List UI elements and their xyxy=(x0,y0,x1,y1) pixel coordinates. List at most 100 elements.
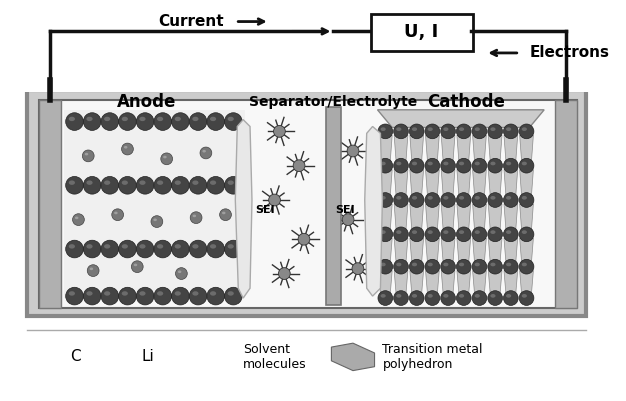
Ellipse shape xyxy=(503,291,518,306)
Ellipse shape xyxy=(85,153,88,156)
Ellipse shape xyxy=(521,294,527,298)
Ellipse shape xyxy=(412,128,417,131)
Ellipse shape xyxy=(456,192,471,207)
Ellipse shape xyxy=(456,158,471,173)
Ellipse shape xyxy=(228,117,233,121)
Ellipse shape xyxy=(428,196,433,200)
Ellipse shape xyxy=(121,143,133,155)
Ellipse shape xyxy=(490,294,496,298)
Polygon shape xyxy=(441,238,455,263)
Ellipse shape xyxy=(123,353,128,356)
Polygon shape xyxy=(504,135,518,162)
Ellipse shape xyxy=(475,230,480,234)
Ellipse shape xyxy=(69,291,75,296)
Text: Electrons: Electrons xyxy=(530,45,610,61)
Ellipse shape xyxy=(210,244,216,249)
Ellipse shape xyxy=(352,263,364,275)
Polygon shape xyxy=(410,204,424,231)
Ellipse shape xyxy=(459,196,464,200)
Ellipse shape xyxy=(503,227,518,242)
Ellipse shape xyxy=(519,259,534,274)
Ellipse shape xyxy=(394,291,408,306)
Ellipse shape xyxy=(459,162,464,165)
Ellipse shape xyxy=(412,294,417,298)
Ellipse shape xyxy=(172,287,189,305)
Ellipse shape xyxy=(475,294,480,298)
Ellipse shape xyxy=(503,158,518,173)
Ellipse shape xyxy=(298,233,310,245)
Polygon shape xyxy=(331,343,374,371)
Ellipse shape xyxy=(506,263,511,266)
FancyBboxPatch shape xyxy=(371,14,473,51)
Ellipse shape xyxy=(225,287,242,305)
Ellipse shape xyxy=(151,216,163,227)
Ellipse shape xyxy=(140,291,146,296)
Ellipse shape xyxy=(228,180,233,185)
Ellipse shape xyxy=(161,153,173,165)
Polygon shape xyxy=(377,110,544,128)
Ellipse shape xyxy=(472,192,487,207)
Polygon shape xyxy=(379,238,393,263)
Ellipse shape xyxy=(443,196,448,200)
Ellipse shape xyxy=(378,291,393,306)
Ellipse shape xyxy=(90,267,93,270)
Ellipse shape xyxy=(66,113,83,130)
Ellipse shape xyxy=(456,124,471,139)
Ellipse shape xyxy=(412,196,417,200)
Ellipse shape xyxy=(394,124,408,139)
Ellipse shape xyxy=(396,263,401,266)
Ellipse shape xyxy=(175,244,181,249)
Ellipse shape xyxy=(189,176,207,194)
Ellipse shape xyxy=(490,196,496,200)
Ellipse shape xyxy=(409,291,424,306)
Ellipse shape xyxy=(163,156,167,158)
Ellipse shape xyxy=(378,227,393,242)
Ellipse shape xyxy=(459,263,464,266)
Ellipse shape xyxy=(172,240,189,258)
Polygon shape xyxy=(520,238,533,263)
Ellipse shape xyxy=(506,196,511,200)
Ellipse shape xyxy=(488,158,503,173)
Polygon shape xyxy=(473,170,486,196)
Ellipse shape xyxy=(228,244,233,249)
Bar xyxy=(39,100,61,308)
Polygon shape xyxy=(488,204,502,231)
Text: Li: Li xyxy=(141,349,154,365)
Ellipse shape xyxy=(425,291,439,306)
Ellipse shape xyxy=(472,158,487,173)
Ellipse shape xyxy=(519,227,534,242)
Ellipse shape xyxy=(225,113,242,130)
Ellipse shape xyxy=(521,230,527,234)
Ellipse shape xyxy=(490,162,496,165)
Polygon shape xyxy=(394,238,408,263)
Polygon shape xyxy=(394,204,408,231)
Bar xyxy=(64,110,245,298)
Ellipse shape xyxy=(136,113,154,130)
Ellipse shape xyxy=(66,287,83,305)
Ellipse shape xyxy=(394,227,408,242)
Ellipse shape xyxy=(86,180,93,185)
Ellipse shape xyxy=(101,240,119,258)
Ellipse shape xyxy=(456,259,471,274)
Ellipse shape xyxy=(136,176,154,194)
Polygon shape xyxy=(441,271,455,294)
Ellipse shape xyxy=(172,113,189,130)
Ellipse shape xyxy=(396,162,401,165)
Ellipse shape xyxy=(490,263,496,266)
Ellipse shape xyxy=(412,230,417,234)
Text: Solvent: Solvent xyxy=(243,342,290,356)
Ellipse shape xyxy=(519,124,534,139)
Polygon shape xyxy=(394,271,408,294)
Ellipse shape xyxy=(101,113,119,130)
Polygon shape xyxy=(488,238,502,263)
Ellipse shape xyxy=(83,287,101,305)
Ellipse shape xyxy=(154,113,172,130)
Polygon shape xyxy=(457,271,471,294)
Ellipse shape xyxy=(207,240,225,258)
Ellipse shape xyxy=(157,117,163,121)
Ellipse shape xyxy=(519,158,534,173)
Ellipse shape xyxy=(136,240,154,258)
Ellipse shape xyxy=(157,291,163,296)
Ellipse shape xyxy=(175,267,187,279)
Ellipse shape xyxy=(441,259,456,274)
